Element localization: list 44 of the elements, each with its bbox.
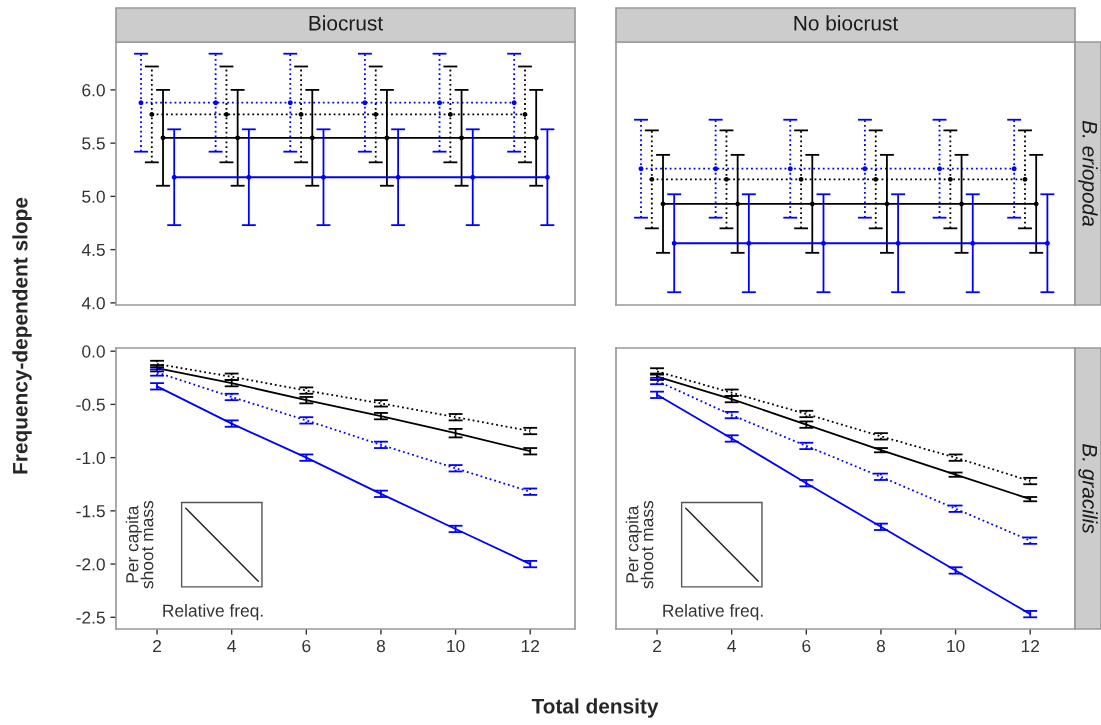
y-axis-title: Frequency-dependent slope: [12, 197, 32, 474]
point: [447, 111, 453, 117]
chart-title: No biocrust: [794, 15, 899, 31]
x-tick-label: 12: [521, 639, 539, 652]
x-tick-label: 4: [227, 640, 236, 652]
annotation: Per capita shoot mass: [125, 500, 154, 589]
point: [937, 166, 942, 172]
y-tick-label: -2.5: [76, 611, 105, 624]
y2-axis-title: B. eriopoda: [1078, 120, 1098, 227]
x-tick-label: 2: [153, 639, 162, 652]
point: [649, 176, 655, 182]
point: [724, 176, 729, 182]
y-tick-label: 5.5: [82, 137, 105, 150]
y-tick-label: 0.0: [82, 345, 105, 358]
chart-title: Biocrust: [309, 15, 383, 31]
y-tick-label: 6.0: [82, 84, 105, 97]
y-tick-label: 4.5: [81, 243, 105, 257]
x-tick-label: 10: [447, 639, 465, 653]
point: [224, 111, 229, 117]
x-tick-label: 12: [1021, 639, 1039, 652]
x-tick-label: 2: [653, 639, 662, 652]
point: [437, 100, 442, 106]
annotation: Per capita shoot mass: [625, 500, 654, 589]
x-tick-label: 4: [727, 640, 736, 652]
point: [149, 111, 155, 117]
x-tick-label: 10: [947, 639, 965, 653]
x-tick-label: 6: [802, 639, 811, 653]
x-axis-title: Total density: [531, 698, 659, 718]
x-tick-label: 8: [876, 639, 886, 653]
y-tick-label: -2.0: [76, 558, 105, 571]
y-tick-label: -1.5: [76, 505, 105, 518]
annotation: Relative freq.: [663, 604, 763, 621]
annotation: Relative freq.: [163, 604, 263, 621]
x-tick-label: 8: [376, 639, 386, 653]
x-tick-label: 6: [302, 639, 311, 653]
point: [873, 176, 879, 182]
point: [947, 176, 953, 182]
y-tick-label: -0.5: [76, 398, 105, 411]
y-tick-label: 4.0: [81, 297, 105, 310]
y-tick-label: -1.0: [76, 451, 105, 465]
y-tick-label: 5.0: [82, 190, 105, 203]
y2-axis-title: B. gracilis: [1078, 443, 1098, 534]
point: [1022, 176, 1028, 182]
point: [373, 111, 379, 117]
